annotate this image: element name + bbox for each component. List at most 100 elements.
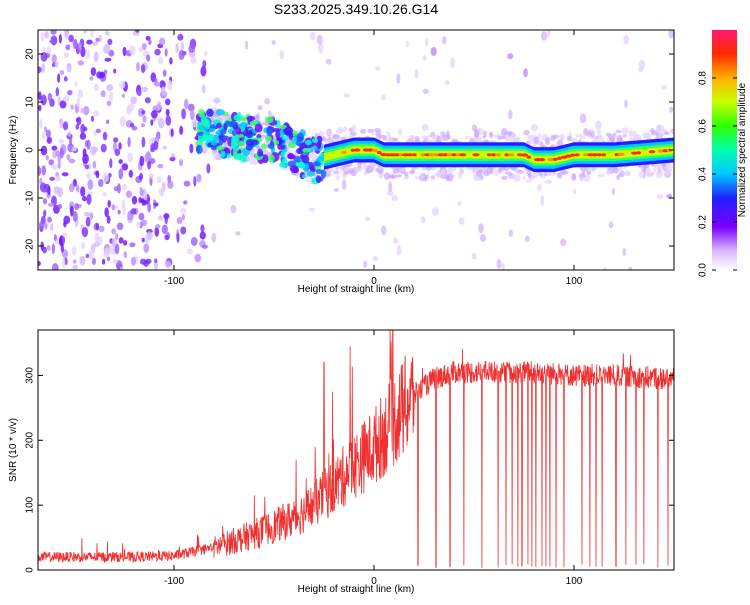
spectrogram-halo-blob — [414, 176, 420, 180]
spectrogram-noise-blob — [540, 195, 545, 207]
spectrogram-noise-blob — [42, 198, 47, 205]
spectrogram-ridge-core — [547, 158, 555, 162]
spectrogram-noise-blob — [200, 65, 207, 77]
spectrogram-noise-blob — [46, 46, 52, 54]
spectrogram-noise-blob — [80, 186, 86, 197]
spectrogram-noise-blob — [130, 256, 136, 266]
spectrogram-noise-blob — [102, 131, 108, 141]
spectrogram-noise-blob — [471, 252, 477, 260]
spectrogram-halo-blob — [475, 173, 483, 177]
spectrogram-noise-blob — [127, 136, 131, 148]
spectrogram-noise-blob — [119, 80, 126, 89]
spectrogram-noise-blob — [62, 232, 68, 237]
spectrogram-noise-blob — [45, 154, 49, 161]
spectrogram-noise-blob — [71, 246, 77, 256]
spectrogram-ridge-core — [520, 153, 529, 157]
spectrogram-noise-blob — [116, 222, 124, 231]
spectrogram-noise-blob — [176, 232, 180, 243]
spectrogram-halo-blob — [483, 130, 487, 137]
spectrogram-halo-blob — [557, 139, 564, 147]
spectrogram-halo-blob — [305, 178, 313, 183]
spectrogram-noise-blob — [159, 189, 164, 197]
spectrogram-onset-blob — [317, 155, 326, 162]
spectrogram-halo-blob — [618, 166, 623, 173]
spectrogram-noise-blob — [189, 143, 194, 154]
spectrogram-noise-blob — [42, 46, 46, 52]
spectrogram-noise-blob — [65, 44, 71, 51]
spectrogram-ridge-core — [402, 153, 410, 157]
spectrogram-noise-blob — [45, 129, 51, 138]
spectrogram-ridge-core — [472, 153, 480, 157]
spectrogram-onset-blob — [228, 120, 237, 128]
spectrogram-noise-blob — [148, 137, 154, 145]
spectrogram-noise-blob — [144, 233, 149, 244]
spectrogram-noise-blob — [279, 49, 285, 60]
spectrogram-noise-blob — [59, 235, 63, 247]
spectrogram-noise-blob — [38, 165, 42, 177]
spectrogram-noise-blob — [421, 215, 426, 224]
spectrogram-noise-blob — [140, 64, 146, 74]
spectrogram-noise-blob — [40, 31, 45, 42]
spectrogram-noise-blob — [66, 63, 72, 73]
spectrogram-noise-blob — [80, 107, 84, 114]
spectrogram-onset-blob — [287, 154, 296, 160]
spectrogram-noise-blob — [115, 233, 119, 240]
spectrogram-halo-blob — [533, 136, 539, 145]
spectrogram-noise-blob — [181, 213, 185, 221]
spectrogram-halo-blob — [485, 166, 493, 174]
spectrogram-noise-blob — [191, 119, 198, 128]
spectrogram-noise-blob — [186, 248, 194, 255]
spectrogram-noise-blob — [131, 195, 138, 205]
spectrogram-halo-blob — [596, 130, 602, 134]
spectrogram-noise-blob — [38, 91, 42, 101]
spectrogram-halo-blob — [655, 125, 660, 133]
spectrogram-halo-blob — [488, 132, 493, 137]
spectrogram-noise-blob — [106, 100, 112, 106]
spectrogram-ridge-core — [631, 151, 638, 155]
spectrogram-noise-blob — [77, 89, 84, 99]
spectrogram-ridge-core — [662, 149, 668, 153]
spectrogram-noise-blob — [92, 257, 96, 266]
colorbar-tick-label: 0.2 — [698, 215, 709, 229]
spectrogram-noise-blob — [579, 113, 587, 124]
spectrogram-noise-blob — [179, 125, 184, 135]
spectrogram-noise-blob — [94, 82, 99, 92]
spectrogram-onset-blob — [281, 135, 290, 141]
spectrogram-halo-blob — [250, 152, 255, 158]
spectrogram-halo-blob — [473, 130, 480, 139]
spectrogram-noise-blob — [622, 248, 627, 256]
spectrogram-noise-blob — [560, 238, 567, 247]
spectrogram-onset-blob — [299, 154, 305, 160]
spectrogram-halo-blob — [544, 137, 551, 143]
spectrogram-noise-blob — [458, 217, 465, 225]
spectrogram-onset-blob — [277, 144, 286, 150]
spectrogram-halo-blob — [396, 174, 403, 178]
spectrogram-onset-blob — [297, 163, 306, 169]
spectrogram-ridge-core — [526, 155, 532, 159]
snr-series-line — [38, 330, 674, 569]
spectrogram-noise-blob — [81, 241, 86, 250]
spectrogram-halo-blob — [363, 172, 367, 176]
spectrogram-noise-blob — [93, 110, 100, 117]
spectrogram-noise-blob — [190, 56, 197, 64]
spectrogram-noise-blob — [508, 109, 513, 120]
spectrogram-ridge-core — [353, 148, 361, 152]
spectrogram-noise-blob — [113, 68, 117, 74]
spectrogram-noise-blob — [47, 216, 53, 223]
spectrogram-noise-blob — [396, 244, 402, 256]
spectrogram-noise-blob — [146, 54, 151, 62]
spectrogram-onset-blob — [236, 127, 241, 135]
spectrogram-noise-blob — [180, 41, 184, 52]
spectrogram-noise-blob — [112, 258, 118, 264]
spectrogram-noise-blob — [579, 177, 584, 182]
spectrogram-noise-blob — [396, 73, 401, 84]
spectrogram-noise-blob — [146, 231, 153, 241]
spectrogram-noise-blob — [68, 34, 74, 43]
spectrogram-onset-blob — [287, 142, 296, 149]
spectrogram-halo-blob — [655, 170, 664, 179]
snr-x-ticks: -100 0 100 — [164, 330, 583, 587]
spectrogram-noise-blob — [167, 180, 174, 189]
spectrogram-halo-blob — [329, 167, 334, 173]
spectrogram-noise-blob — [46, 136, 52, 144]
